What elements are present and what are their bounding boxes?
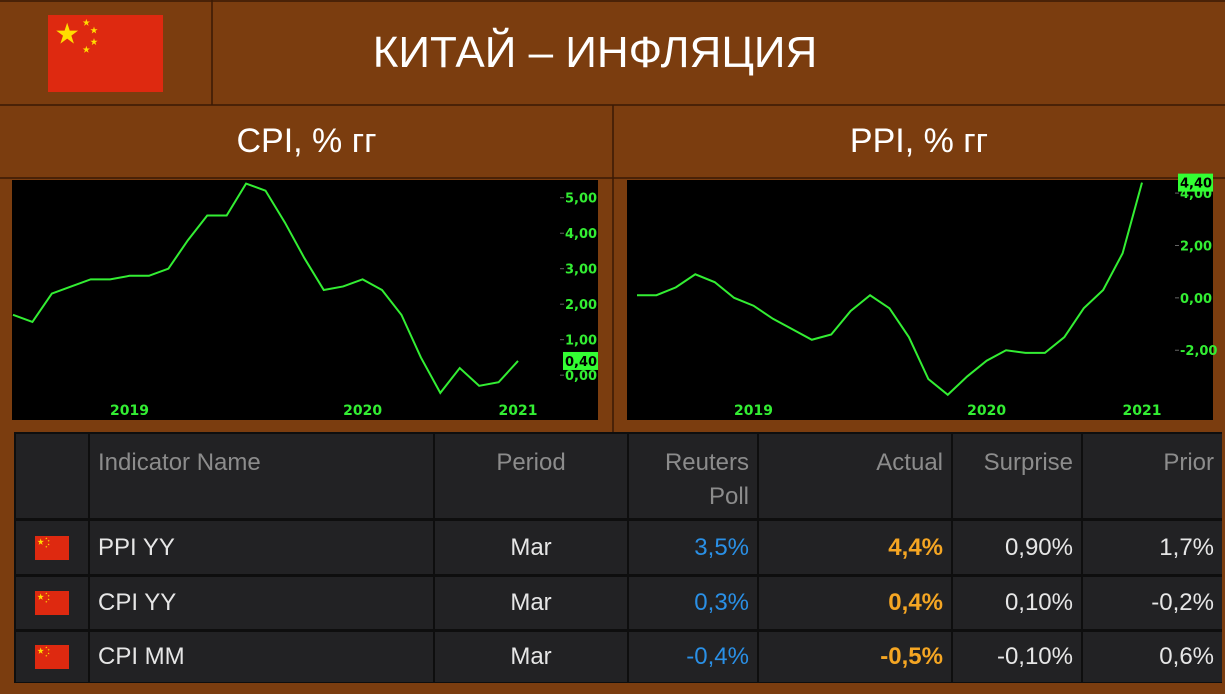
- table-cell: 0,10%: [953, 577, 1081, 629]
- y-tick-label: 2,00: [1180, 239, 1212, 254]
- value-label-bg: [563, 351, 598, 370]
- cpi-plot-bg: [12, 180, 598, 420]
- table-cell: -0,5%: [759, 632, 951, 682]
- x-tick-label: 2020: [343, 403, 382, 419]
- column-header: Actual: [759, 434, 951, 518]
- y-tick-label: 1,00: [565, 334, 597, 349]
- table-cell: 0,6%: [1083, 632, 1222, 682]
- value-label: 0,40: [565, 355, 597, 370]
- column-header: Indicator Name: [90, 434, 433, 518]
- flag-cell: [16, 632, 88, 682]
- y-tick-label: 0,00: [1180, 292, 1212, 307]
- china-flag: [48, 15, 163, 92]
- table-cell: 0,3%: [629, 577, 757, 629]
- row-flag: [35, 535, 69, 560]
- row-flag: [35, 645, 69, 669]
- column-header: Prior: [1083, 434, 1222, 518]
- table-cell: -0,4%: [629, 632, 757, 682]
- table-cell: -0,2%: [1083, 577, 1222, 629]
- line-series: [637, 182, 1143, 397]
- x-tick-label: 2019: [110, 403, 149, 419]
- column-header: Reuters Poll: [629, 434, 757, 518]
- table-cell: Mar: [435, 577, 627, 629]
- table-cell: Mar: [435, 632, 627, 682]
- line-series: [12, 182, 519, 395]
- frame-lines: [0, 0, 1225, 432]
- page-title: КИТАЙ – ИНФЛЯЦИЯ: [372, 27, 818, 77]
- table-cell: 3,5%: [629, 521, 757, 574]
- y-tick-label: 0,00: [565, 369, 597, 384]
- chart-title: CPI, % гг: [236, 122, 377, 160]
- x-tick-label: 2021: [499, 403, 538, 419]
- column-header: Surprise: [953, 434, 1081, 518]
- value-label-bg: [1178, 173, 1213, 192]
- table-cell: 0,90%: [953, 521, 1081, 574]
- chart-title: PPI, % гг: [849, 122, 989, 160]
- flag-cell: [16, 521, 88, 574]
- table-cell: Mar: [435, 521, 627, 574]
- x-tick-label: 2021: [1123, 403, 1162, 419]
- flag-cell: [16, 577, 88, 629]
- table-cell: 0,4%: [759, 577, 951, 629]
- y-tick-label: 2,00: [565, 298, 597, 313]
- table-cell: PPI YY: [90, 521, 433, 574]
- row-flag: [35, 591, 69, 615]
- y-tick-label: 3,00: [565, 263, 597, 278]
- x-tick-label: 2020: [967, 403, 1006, 419]
- value-label: 4,40: [1180, 177, 1212, 192]
- table-cell: CPI MM: [90, 632, 433, 682]
- y-tick-label: 4,00: [565, 227, 597, 242]
- column-header: Period: [435, 434, 627, 518]
- table-cell: 4,4%: [759, 521, 951, 574]
- x-tick-label: 2019: [734, 403, 773, 419]
- table-cell: CPI YY: [90, 577, 433, 629]
- table-cell: 1,7%: [1083, 521, 1222, 574]
- header-cell: [16, 434, 88, 518]
- y-tick-label: -2,00: [1180, 344, 1217, 359]
- ppi-plot-bg: [627, 180, 1213, 420]
- table-cell: -0,10%: [953, 632, 1081, 682]
- y-tick-label: 5,00: [565, 192, 597, 207]
